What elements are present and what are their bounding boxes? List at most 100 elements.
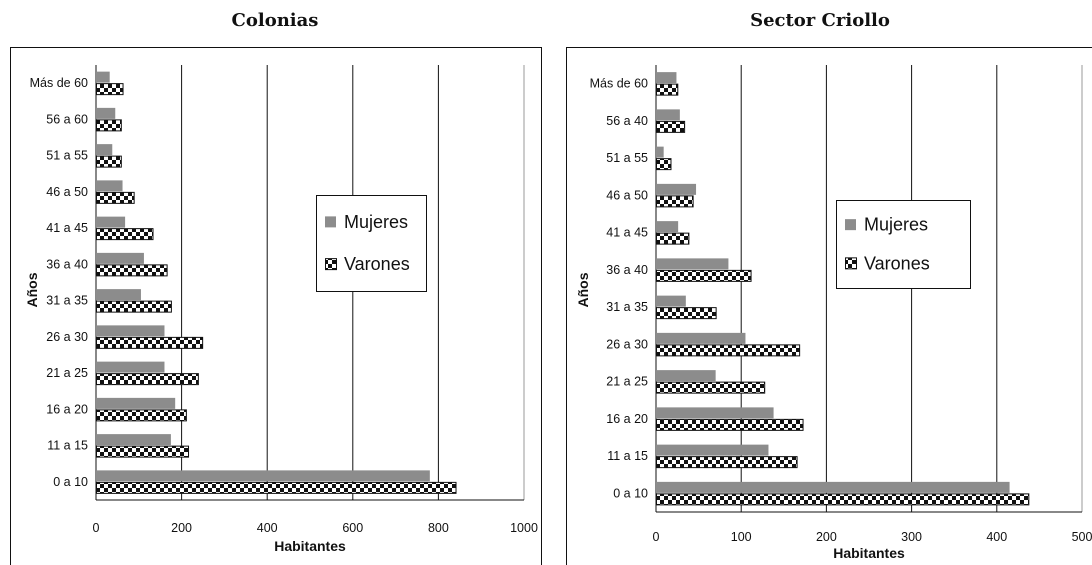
- bar-mujeres: [656, 407, 774, 419]
- chart-frame: [10, 47, 542, 565]
- x-tick-label: 1000: [510, 521, 538, 535]
- bar-varones: [656, 232, 690, 245]
- legend-box: [316, 195, 427, 292]
- y-tick-label: 51 a 55: [46, 149, 88, 163]
- bar-varones: [656, 158, 672, 171]
- y-tick-label: 16 a 20: [606, 412, 648, 426]
- bar-varones: [656, 195, 694, 208]
- bar-mujeres: [96, 252, 144, 264]
- y-tick-label: 26 a 30: [46, 330, 88, 344]
- bar-varones: [656, 120, 686, 133]
- legend-swatch-varones: [845, 257, 857, 270]
- bar-mujeres: [656, 109, 680, 121]
- y-tick-label: 16 a 20: [46, 402, 88, 416]
- y-tick-label: 21 a 25: [606, 375, 648, 389]
- x-tick-label: 600: [342, 521, 363, 535]
- bar-varones: [656, 269, 752, 282]
- bar-varones: [656, 493, 1030, 506]
- legend-swatch-mujeres: [325, 216, 336, 228]
- bar-varones: [656, 344, 801, 357]
- bar-varones: [656, 381, 766, 394]
- bar-varones: [656, 418, 804, 431]
- bar-mujeres: [656, 332, 746, 344]
- chart-sector-criollo: 0 100 200 300 400 500 0 a 10 11 a 15 16 a 20 21 a…: [566, 47, 1092, 565]
- y-tick-label: 56 a 60: [46, 112, 88, 126]
- bar-mujeres: [656, 444, 769, 456]
- chart-colonias: 0 200 400 600 800 1000 0 a 10 11 a 15 16 a 20 21 …: [10, 47, 542, 565]
- x-tick-label: 800: [428, 521, 449, 535]
- y-tick-label: 0 a 10: [613, 486, 648, 500]
- y-tick-label: 31 a 35: [606, 300, 648, 314]
- x-tick-label: 0: [653, 530, 660, 544]
- y-tick-label: 11 a 15: [47, 439, 88, 453]
- y-tick-label: 36 a 40: [606, 263, 648, 277]
- x-tick-label: 300: [901, 530, 922, 544]
- bar-varones: [96, 373, 199, 386]
- bar-mujeres: [656, 370, 716, 382]
- bar-mujeres: [656, 72, 677, 84]
- y-tick-label: Más de 60: [590, 77, 648, 91]
- bar-mujeres: [656, 295, 686, 307]
- bar-varones: [656, 83, 679, 96]
- legend-swatch-mujeres: [845, 219, 856, 231]
- bar-varones: [96, 264, 168, 277]
- legend-label-mujeres: Mujeres: [864, 215, 928, 235]
- y-tick-label: 56 a 40: [606, 114, 648, 128]
- bar-mujeres: [96, 289, 141, 301]
- y-tick-label: 41 a 45: [46, 221, 88, 235]
- bar-mujeres: [96, 180, 123, 192]
- y-tick-label: 0 a 10: [53, 475, 88, 489]
- bar-varones: [96, 83, 124, 96]
- bar-mujeres: [96, 397, 176, 409]
- bar-mujeres: [96, 71, 110, 83]
- chart-title-colonias: Colonias: [231, 10, 319, 31]
- bar-mujeres: [656, 258, 729, 270]
- y-tick-label: Más de 60: [30, 76, 88, 90]
- bar-mujeres: [656, 481, 1010, 493]
- y-tick-label: 31 a 35: [46, 294, 88, 308]
- x-tick-label: 400: [257, 521, 278, 535]
- bar-mujeres: [96, 361, 165, 373]
- x-tick-label: 200: [171, 521, 192, 535]
- bar-mujeres: [656, 183, 697, 195]
- bar-mujeres: [656, 146, 664, 158]
- bar-varones: [96, 155, 122, 168]
- y-tick-label: 41 a 45: [606, 226, 648, 240]
- legend-swatch-varones: [325, 258, 337, 271]
- y-tick-label: 46 a 50: [606, 188, 648, 202]
- legend-label-mujeres: Mujeres: [344, 212, 408, 232]
- x-axis-label: Habitantes: [274, 538, 346, 554]
- bar-varones: [96, 119, 122, 132]
- chart-frame: [566, 47, 1092, 565]
- x-tick-label: 100: [731, 530, 752, 544]
- y-axis-label: Años: [575, 272, 591, 307]
- bar-varones: [96, 336, 204, 349]
- x-tick-label: 400: [986, 530, 1007, 544]
- bar-varones: [96, 300, 172, 313]
- bar-varones: [96, 481, 457, 494]
- bar-mujeres: [96, 325, 165, 337]
- legend-label-varones: Varones: [344, 254, 410, 274]
- x-tick-label: 500: [1072, 530, 1092, 544]
- y-tick-label: 51 a 55: [606, 151, 648, 165]
- bar-mujeres: [96, 144, 113, 156]
- y-tick-label: 46 a 50: [46, 185, 88, 199]
- bar-mujeres: [96, 216, 126, 228]
- bar-varones: [96, 228, 154, 241]
- bar-varones: [656, 307, 717, 320]
- bar-mujeres: [96, 434, 171, 446]
- legend-box: [836, 200, 971, 289]
- bar-varones: [96, 409, 187, 422]
- y-tick-label: 26 a 30: [606, 337, 648, 351]
- bar-mujeres: [656, 221, 679, 233]
- x-axis-label: Habitantes: [833, 545, 905, 561]
- legend-label-varones: Varones: [864, 253, 930, 273]
- bar-varones: [656, 456, 798, 469]
- y-tick-label: 21 a 25: [46, 366, 88, 380]
- bar-varones: [96, 445, 190, 458]
- bar-mujeres: [96, 107, 116, 119]
- chart-title-sector-criollo: Sector Criollo: [750, 10, 890, 31]
- y-tick-label: 11 a 15: [607, 449, 648, 463]
- bar-mujeres: [96, 470, 430, 482]
